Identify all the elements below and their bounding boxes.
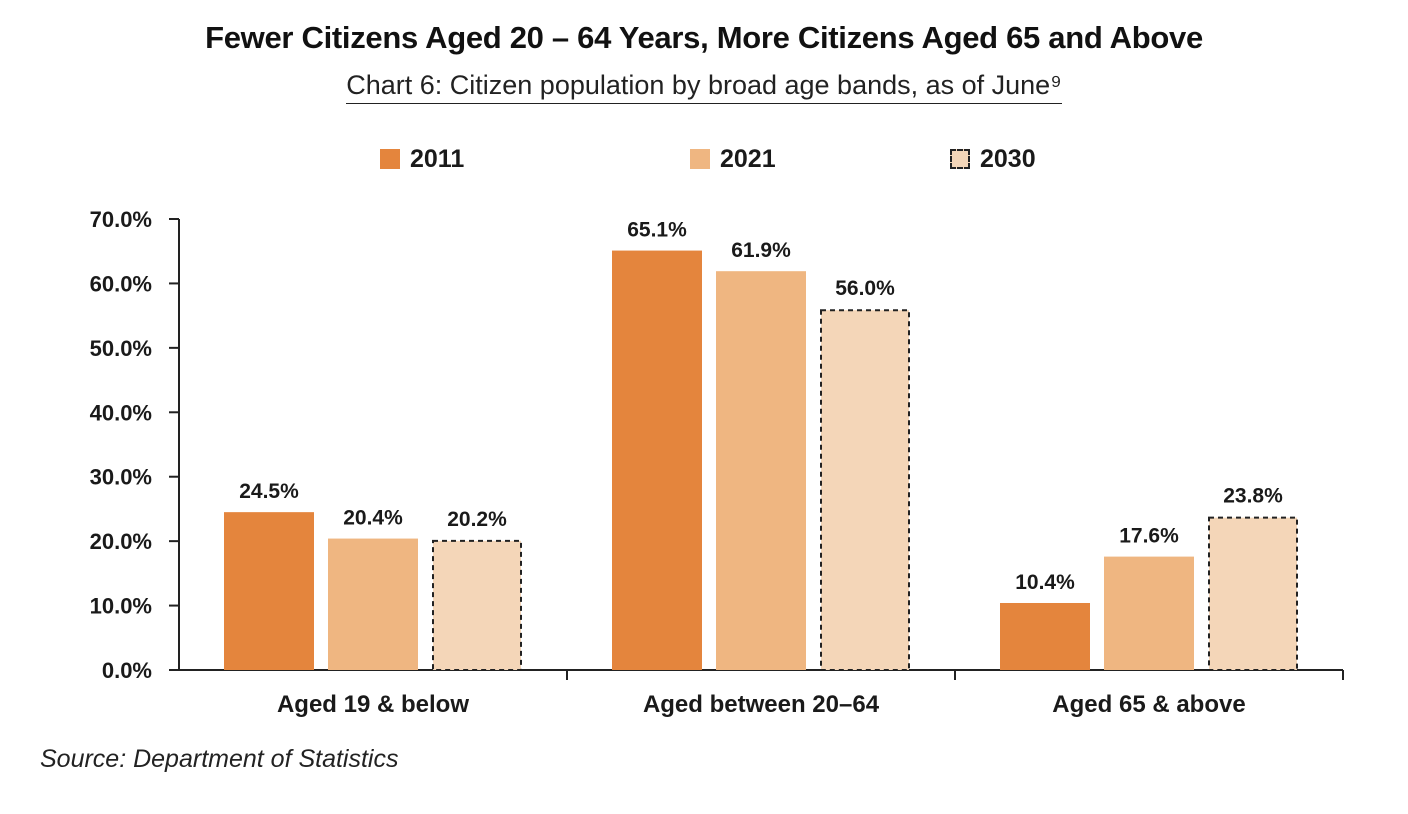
y-tick-label: 40.0% (90, 400, 152, 425)
bar-2011 (1000, 602, 1090, 670)
bar-2030 (432, 539, 522, 672)
y-tick-label: 0.0% (102, 658, 152, 683)
chart-title: Fewer Citizens Aged 20 – 64 Years, More … (205, 20, 1203, 55)
legend-label-2011: 2011 (410, 144, 465, 173)
legend-swatch-2011 (380, 149, 400, 169)
data-label-2021: 61.9% (731, 239, 791, 262)
legend-label-2021: 2021 (720, 144, 776, 173)
source-note: Source: Department of Statistics (40, 745, 399, 773)
y-tick-label: 20.0% (90, 529, 152, 554)
data-label-2030: 20.2% (447, 508, 507, 531)
chart-subtitle: Chart 6: Citizen population by broad age… (346, 70, 1062, 104)
data-label-2011: 10.4% (1015, 571, 1075, 594)
chart-subtitle-wrapper: Chart 6: Citizen population by broad age… (0, 70, 1408, 104)
y-tick-label: 30.0% (90, 465, 152, 490)
chart-legend: 2011 2021 2030 (0, 141, 1408, 177)
legend-swatch-2021 (690, 149, 710, 169)
data-label-2011: 65.1% (627, 219, 687, 242)
data-label-2030: 23.8% (1223, 485, 1283, 508)
legend-label-2030: 2030 (980, 144, 1036, 173)
x-category-label: Aged 19 & below (277, 691, 469, 718)
bar-2021 (716, 271, 806, 670)
legend-item-2021: 2021 (690, 141, 776, 177)
bar-2021 (328, 538, 418, 670)
legend-item-2030: 2030 (950, 141, 1036, 177)
x-category-label: Aged 65 & above (1052, 691, 1245, 718)
y-tick-label: 10.0% (90, 594, 152, 619)
y-tick-label: 70.0% (90, 207, 152, 232)
data-label-2021: 17.6% (1119, 525, 1179, 548)
legend-swatch-2030 (950, 149, 970, 169)
y-tick-label: 50.0% (90, 336, 152, 361)
data-label-2011: 24.5% (239, 480, 299, 503)
y-tick-label: 60.0% (90, 271, 152, 296)
bar-2030 (1208, 516, 1298, 671)
bar-2030 (820, 309, 910, 671)
data-label-2030: 56.0% (835, 277, 895, 300)
bar-2011 (224, 512, 314, 670)
bar-2011 (612, 250, 702, 670)
bar-2021 (1104, 556, 1194, 670)
x-category-label: Aged between 20–64 (643, 691, 880, 718)
legend-item-2011: 2011 (380, 141, 464, 177)
data-label-2021: 20.4% (343, 507, 403, 530)
